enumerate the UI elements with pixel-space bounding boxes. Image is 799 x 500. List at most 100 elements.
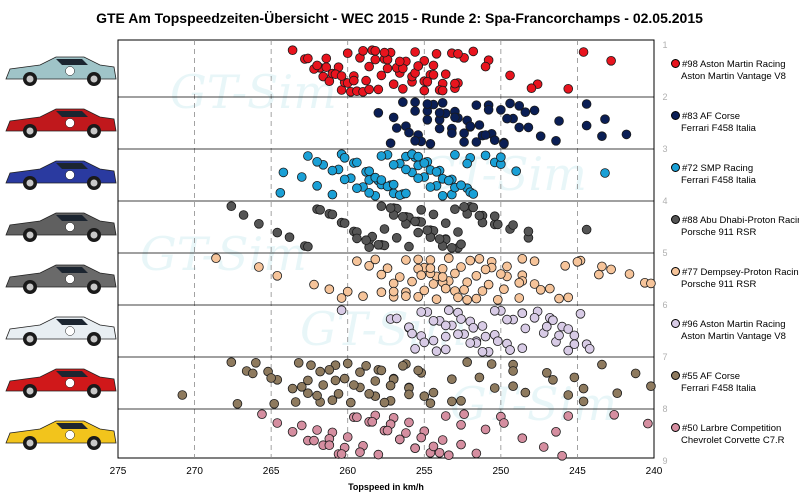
data-point — [413, 227, 423, 238]
data-point — [471, 270, 482, 281]
data-point — [447, 396, 457, 407]
data-point — [251, 357, 261, 368]
car-thumbnails — [5, 56, 117, 450]
data-point — [385, 203, 396, 213]
data-point — [422, 77, 433, 87]
car-rim — [26, 127, 34, 135]
car-rim — [26, 335, 34, 343]
data-point — [269, 398, 280, 409]
data-point — [594, 269, 604, 280]
data-point — [336, 293, 347, 303]
data-point — [597, 261, 607, 272]
data-point — [425, 263, 436, 274]
data-point — [327, 395, 338, 406]
data-point — [480, 61, 491, 72]
data-point — [364, 260, 374, 271]
data-point — [548, 315, 558, 326]
data-point — [499, 418, 509, 428]
series-label: #96 Aston Martin Racing Aston Martin Vant… — [671, 319, 786, 343]
data-point — [382, 263, 393, 274]
data-point — [477, 286, 488, 296]
data-point — [232, 398, 243, 409]
data-point — [254, 219, 264, 229]
x-tick-label: 240 — [646, 466, 663, 477]
data-point — [428, 60, 439, 71]
data-point — [303, 151, 313, 161]
lane-number: 8 — [662, 404, 667, 414]
car-rim — [26, 387, 34, 395]
data-point — [370, 376, 381, 386]
lane-number-labels: 1 2 3 4 5 6 7 8 9 — [662, 40, 667, 466]
data-point — [401, 164, 411, 175]
data-point — [318, 380, 329, 390]
data-point — [496, 105, 506, 115]
lane-number: 2 — [662, 92, 667, 102]
data-point — [443, 175, 454, 186]
data-point — [321, 53, 332, 64]
series-team: #88 Abu Dhabi-Proton Racing — [682, 215, 799, 226]
data-point — [391, 233, 402, 243]
data-point — [474, 120, 485, 130]
lane-number: 4 — [662, 196, 667, 206]
data-point — [388, 179, 399, 190]
data-point — [370, 54, 381, 65]
data-point — [551, 136, 561, 146]
car-window — [56, 111, 88, 117]
data-point — [419, 285, 430, 296]
data-point — [428, 315, 439, 326]
series-car-model: Ferrari F458 Italia — [681, 175, 756, 186]
data-point — [643, 418, 653, 429]
data-point — [471, 137, 482, 147]
data-point — [376, 365, 387, 376]
data-point — [529, 279, 540, 289]
data-point — [517, 433, 528, 444]
grid-lines — [194, 40, 578, 458]
data-point — [609, 409, 619, 420]
car-rim — [90, 335, 98, 343]
legend-marker — [671, 267, 680, 276]
series-label: #72 SMP Racing Ferrari F458 Italia — [671, 163, 756, 187]
data-point — [450, 112, 460, 123]
series-label: #50 Larbre Competition Chevrolet Corvette… — [671, 423, 784, 447]
data-point — [410, 136, 420, 146]
car-number-roundel — [65, 66, 75, 76]
car-thumbnail — [5, 368, 117, 398]
data-point — [456, 262, 466, 272]
data-point — [296, 420, 307, 431]
series-car-model: Ferrari F458 Italia — [681, 383, 756, 394]
data-point — [404, 389, 414, 400]
data-point — [437, 191, 448, 201]
data-point — [453, 48, 463, 59]
data-point — [538, 442, 549, 452]
data-point — [275, 188, 286, 198]
data-point — [324, 284, 335, 295]
data-point — [364, 61, 374, 72]
data-point — [352, 183, 362, 194]
data-point — [489, 135, 500, 146]
car-window — [56, 267, 88, 273]
data-point — [376, 287, 387, 298]
data-point — [388, 286, 399, 297]
data-point — [342, 358, 353, 369]
car-window — [56, 59, 88, 65]
series-name: #96 Aston Martin Racing — [671, 319, 786, 331]
data-point — [480, 264, 491, 275]
data-point — [450, 150, 460, 160]
series-car-model: Chevrolet Corvette C7.R — [681, 435, 785, 446]
data-point — [376, 151, 387, 161]
data-point — [303, 388, 313, 399]
data-point — [312, 390, 322, 401]
data-point — [379, 224, 390, 234]
data-point — [578, 47, 589, 57]
data-point — [355, 447, 365, 458]
data-point — [545, 283, 555, 294]
data-point — [382, 425, 393, 436]
data-point — [364, 84, 374, 95]
legend-marker — [671, 371, 680, 380]
data-point — [272, 418, 283, 428]
car-rim — [90, 283, 98, 291]
data-point — [428, 441, 439, 452]
data-point — [496, 152, 506, 163]
data-point — [646, 278, 656, 289]
